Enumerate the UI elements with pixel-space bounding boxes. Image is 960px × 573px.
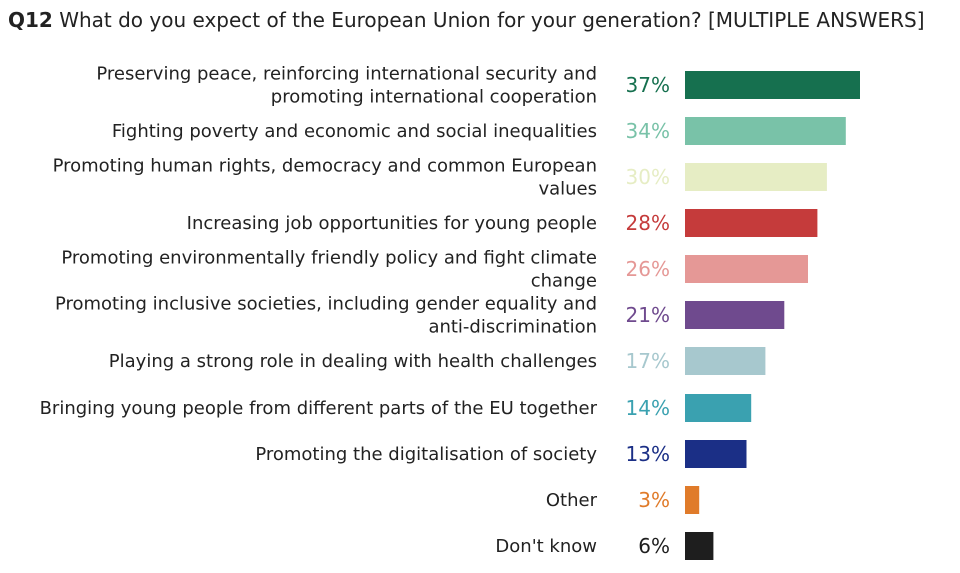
value-label: 13%	[626, 442, 670, 466]
category-label: Fighting poverty and economic and social…	[112, 121, 597, 142]
bar	[685, 209, 818, 237]
category-label: Preserving peace, reinforcing internatio…	[96, 64, 597, 108]
value-label: 3%	[638, 488, 670, 512]
bar	[685, 71, 860, 99]
value-label: 14%	[626, 396, 670, 420]
bar	[685, 163, 827, 191]
bar	[685, 394, 752, 422]
bar	[685, 532, 714, 560]
value-label: 6%	[638, 534, 670, 558]
bar	[685, 255, 808, 283]
category-label: Promoting inclusive societies, including…	[55, 294, 597, 338]
bar	[685, 440, 747, 468]
category-label: Promoting human rights, democracy and co…	[53, 156, 597, 200]
category-label: Other	[546, 490, 598, 511]
chart-title: Q12 What do you expect of the European U…	[8, 6, 925, 34]
category-label: Promoting the digitalisation of society	[255, 444, 597, 465]
value-label: 34%	[626, 119, 670, 143]
question-number: Q12	[8, 8, 53, 32]
question-text: What do you expect of the European Union…	[59, 8, 925, 32]
bar	[685, 486, 700, 514]
value-label: 30%	[626, 165, 670, 189]
bar	[685, 347, 766, 375]
category-label: Increasing job opportunities for young p…	[187, 213, 597, 234]
bar	[685, 117, 846, 145]
category-label: Don't know	[495, 536, 597, 557]
category-label: Promoting environmentally friendly polic…	[61, 248, 597, 292]
value-label: 17%	[626, 349, 670, 373]
bar	[685, 301, 785, 329]
category-label: Bringing young people from different par…	[40, 398, 598, 419]
value-label: 37%	[626, 73, 670, 97]
value-label: 21%	[626, 303, 670, 327]
category-label: Playing a strong role in dealing with he…	[109, 351, 597, 372]
value-label: 26%	[626, 257, 670, 281]
value-label: 28%	[626, 211, 670, 235]
